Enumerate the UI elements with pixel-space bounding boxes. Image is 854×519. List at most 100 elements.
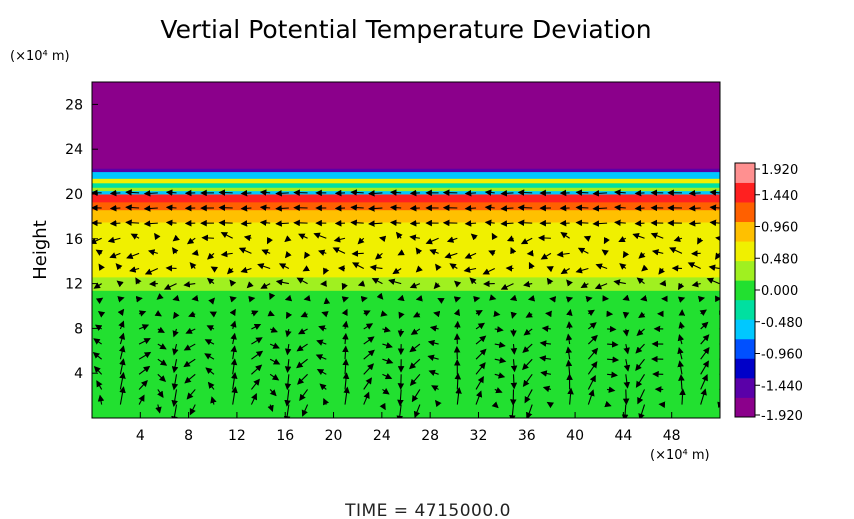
wind-arrow — [580, 281, 589, 288]
wind-arrow — [341, 282, 348, 291]
wind-arrow — [261, 249, 271, 256]
wind-arrow — [587, 334, 598, 345]
wind-arrow — [706, 277, 720, 285]
colorbar-segment — [735, 338, 755, 359]
wind-arrow — [565, 346, 573, 360]
wind-arrow — [109, 189, 121, 197]
wind-arrow — [296, 358, 308, 369]
wind-arrow — [302, 265, 310, 272]
wind-arrow — [363, 377, 372, 390]
wind-arrow — [188, 311, 196, 318]
wind-arrow — [635, 374, 645, 388]
chart-title: Vertial Potential Temperature Deviation — [160, 15, 651, 44]
wind-arrow — [583, 235, 592, 242]
wind-arrow — [165, 219, 177, 227]
wind-arrow — [475, 310, 483, 317]
wind-arrow — [286, 311, 293, 319]
wind-arrow — [246, 281, 254, 289]
wind-arrow — [138, 394, 145, 405]
wind-arrow — [118, 332, 126, 345]
wind-arrow — [278, 263, 290, 270]
wind-arrow — [298, 233, 308, 240]
wind-arrow — [677, 346, 684, 360]
wind-arrow — [229, 279, 237, 287]
wind-arrow — [119, 371, 126, 390]
wind-arrow — [577, 247, 589, 254]
wind-arrow — [155, 404, 162, 414]
wind-arrow — [298, 328, 308, 335]
x-axis-ticks: 4 8 12 16 20 24 28 32 36 40 44 48 — [136, 412, 681, 444]
wind-arrow — [382, 342, 393, 349]
wind-arrow — [388, 278, 402, 285]
wind-arrow — [635, 358, 645, 371]
wind-arrow — [651, 249, 664, 256]
wind-arrow — [342, 358, 349, 375]
wind-arrow — [360, 295, 368, 303]
wind-arrow — [118, 345, 126, 360]
wind-arrow — [640, 295, 648, 302]
colorbar-segment — [735, 260, 755, 281]
wind-arrow — [230, 320, 237, 330]
wind-arrow — [119, 386, 126, 405]
y-tick-label: 28 — [65, 97, 83, 113]
wind-arrow — [435, 263, 442, 271]
wind-arrow — [284, 294, 293, 302]
wind-arrow — [540, 252, 552, 260]
wind-arrow — [409, 234, 420, 241]
wind-arrow — [669, 247, 683, 254]
colorbar-segment — [735, 299, 755, 320]
wind-arrow — [138, 351, 152, 360]
wind-arrow — [556, 250, 570, 258]
wind-arrow — [392, 267, 402, 275]
colorbar-tick-label: -1.920 — [761, 409, 803, 424]
wind-arrow — [719, 388, 720, 390]
wind-arrow — [316, 339, 327, 346]
x-tick-label: 32 — [470, 428, 488, 444]
wind-arrow — [415, 265, 423, 273]
wind-arrow — [464, 189, 477, 197]
wind-arrow — [368, 220, 383, 227]
wind-arrow — [488, 250, 496, 257]
wind-arrow — [700, 374, 708, 390]
wind-arrow — [677, 360, 684, 375]
wind-arrow — [397, 328, 405, 338]
time-label: TIME = 4715000.0 — [344, 501, 511, 519]
wind-arrow — [588, 322, 597, 330]
wind-arrow — [484, 189, 495, 196]
wind-arrow — [429, 325, 439, 332]
wind-arrow — [238, 247, 252, 254]
band-3 — [92, 222, 720, 255]
wind-arrow — [93, 365, 103, 375]
wind-arrow — [266, 236, 273, 245]
y-axis-label: Height — [30, 220, 51, 280]
x-tick-label: 48 — [663, 428, 681, 444]
wind-arrow — [207, 381, 215, 390]
wind-arrow — [368, 205, 383, 212]
wind-arrow — [650, 232, 664, 239]
wind-arrow — [491, 232, 498, 241]
wind-arrow — [517, 204, 533, 211]
wind-arrow — [135, 277, 142, 285]
wind-arrow — [275, 279, 289, 286]
wind-arrow — [539, 340, 551, 347]
wind-arrow — [613, 279, 626, 286]
wind-arrow — [429, 249, 439, 256]
wind-arrow — [143, 205, 158, 212]
wind-arrow — [700, 321, 709, 330]
wind-arrow — [603, 236, 610, 245]
colorbar-tick-label: -0.960 — [761, 348, 803, 363]
y-unit-label: (×10⁴ m) — [10, 49, 70, 64]
wind-arrow — [157, 343, 167, 350]
wind-arrow — [94, 324, 103, 331]
wind-arrow — [677, 334, 685, 345]
wind-arrow — [186, 389, 196, 400]
wind-arrow — [677, 296, 686, 303]
wind-arrow — [453, 308, 461, 317]
wind-arrow — [117, 308, 125, 316]
wind-arrow — [301, 404, 309, 417]
wind-arrow — [118, 320, 125, 330]
wind-arrow — [251, 337, 263, 345]
wind-arrow — [363, 363, 374, 375]
wind-arrow — [523, 328, 533, 336]
wind-arrow — [636, 277, 645, 285]
